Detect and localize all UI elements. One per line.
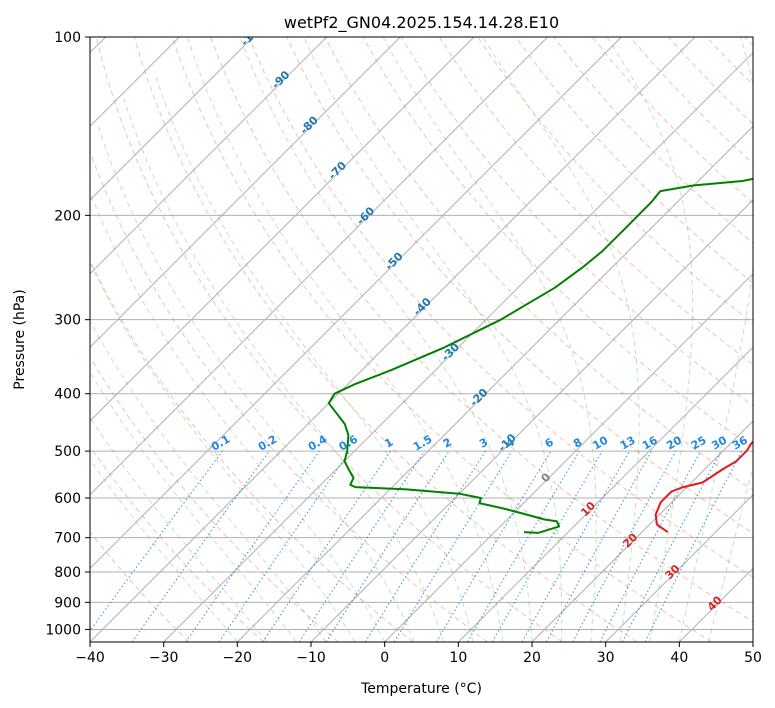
x-tick-label: −10 bbox=[296, 650, 326, 666]
mixing-ratio-line bbox=[393, 450, 513, 642]
dry-adiabat bbox=[133, 37, 638, 642]
mixing-ratio-line bbox=[262, 450, 392, 642]
mixing-ratio-line bbox=[545, 450, 653, 642]
y-tick-label: 300 bbox=[54, 313, 81, 329]
mixing-ratio-line bbox=[185, 450, 320, 642]
plot-frame bbox=[89, 36, 754, 643]
dewpoint-line bbox=[327, 177, 753, 534]
isotherm-line bbox=[90, 37, 254, 201]
mixing-ratio-line bbox=[644, 450, 743, 642]
y-tick-label: 800 bbox=[54, 565, 81, 581]
temperature-line bbox=[654, 440, 753, 533]
moist-adiabat bbox=[96, 123, 415, 642]
y-axis: 100 200 300 400 500 600 700 800 900 1000 bbox=[45, 30, 90, 638]
isotherm-line bbox=[90, 37, 475, 422]
moist-adiabat bbox=[90, 458, 238, 642]
moist-adiabat bbox=[303, 37, 563, 642]
isotherm-line bbox=[531, 420, 753, 642]
mixing-ratio-line bbox=[521, 450, 630, 642]
isotherm-line bbox=[236, 125, 753, 642]
isotherm-line bbox=[605, 493, 753, 642]
x-tick-label: −30 bbox=[149, 650, 179, 666]
chart-title: wetPf2_GN04.2025.154.14.28.E10 bbox=[284, 13, 559, 33]
dry-adiabat bbox=[171, 37, 712, 642]
mixing-ratio-line bbox=[298, 450, 425, 642]
isotherm-line bbox=[384, 272, 753, 642]
isotherm-line bbox=[90, 37, 328, 275]
dry-adiabat bbox=[90, 259, 414, 642]
moist-adiabat bbox=[239, 37, 533, 642]
x-tick-label: 50 bbox=[744, 650, 762, 666]
dry-adiabat bbox=[515, 37, 753, 284]
mixing-ratio-line bbox=[572, 450, 677, 642]
x-tick-label: −20 bbox=[223, 650, 253, 666]
x-tick-label: 20 bbox=[523, 650, 541, 666]
y-tick-label: 900 bbox=[54, 595, 81, 611]
y-tick-label: 200 bbox=[54, 208, 81, 224]
y-tick-label: 400 bbox=[54, 387, 81, 403]
moist-adiabat bbox=[382, 37, 597, 642]
mixing-ratio-line bbox=[325, 450, 450, 642]
x-axis: −40 −30 −20 −10 0 10 20 30 40 50 bbox=[75, 642, 762, 666]
moist-adiabat bbox=[606, 37, 694, 642]
dry-adiabat bbox=[90, 356, 339, 642]
x-tick-label: −40 bbox=[75, 650, 105, 666]
y-tick-label: 600 bbox=[54, 491, 81, 507]
mixing-ratio-line bbox=[131, 450, 270, 642]
dry-adiabat bbox=[248, 37, 753, 578]
mixing-ratio-line bbox=[218, 450, 351, 642]
dry-adiabat bbox=[400, 37, 753, 407]
isotherms bbox=[90, 37, 753, 642]
mixing-ratio-lines bbox=[90, 450, 743, 642]
mixing-ratio-line bbox=[90, 450, 223, 632]
dry-adiabat bbox=[90, 150, 488, 642]
dry-adiabat bbox=[90, 445, 264, 642]
isotherm-line bbox=[90, 37, 549, 496]
isotherm-line bbox=[163, 51, 753, 642]
x-tick-label: 0 bbox=[380, 650, 389, 666]
dry-adiabat bbox=[90, 531, 190, 642]
x-tick-label: 10 bbox=[449, 650, 467, 666]
isotherm-label: -100 bbox=[238, 20, 267, 49]
isotherm-line bbox=[90, 37, 622, 570]
moist-adiabat bbox=[187, 37, 503, 642]
y-tick-label: 100 bbox=[54, 30, 81, 46]
y-tick-label: 500 bbox=[54, 444, 81, 460]
moist-adiabat bbox=[482, 37, 640, 642]
moist-adiabat bbox=[90, 416, 268, 642]
gridlines bbox=[90, 37, 753, 630]
x-tick-label: 30 bbox=[597, 650, 615, 666]
moist-adiabat bbox=[90, 190, 386, 642]
x-tick-label: 40 bbox=[670, 650, 688, 666]
moist-adiabat bbox=[90, 320, 327, 642]
y-axis-label: Pressure (hPa) bbox=[12, 289, 28, 389]
dry-adiabat bbox=[286, 37, 753, 534]
moist-adiabat bbox=[90, 370, 297, 642]
isotherm-line bbox=[457, 346, 753, 642]
dry-adiabats bbox=[90, 37, 753, 642]
x-axis-label: Temperature (°C) bbox=[360, 681, 482, 697]
isotherm-line bbox=[90, 37, 696, 642]
dry-adiabat bbox=[438, 37, 753, 366]
moist-adiabat bbox=[122, 94, 445, 642]
isotherm-line bbox=[90, 37, 401, 349]
dry-adiabat bbox=[210, 37, 753, 623]
y-tick-label: 700 bbox=[54, 531, 81, 547]
profile-lines bbox=[327, 177, 753, 534]
y-tick-label: 1000 bbox=[45, 622, 81, 638]
moist-adiabat bbox=[90, 261, 356, 642]
